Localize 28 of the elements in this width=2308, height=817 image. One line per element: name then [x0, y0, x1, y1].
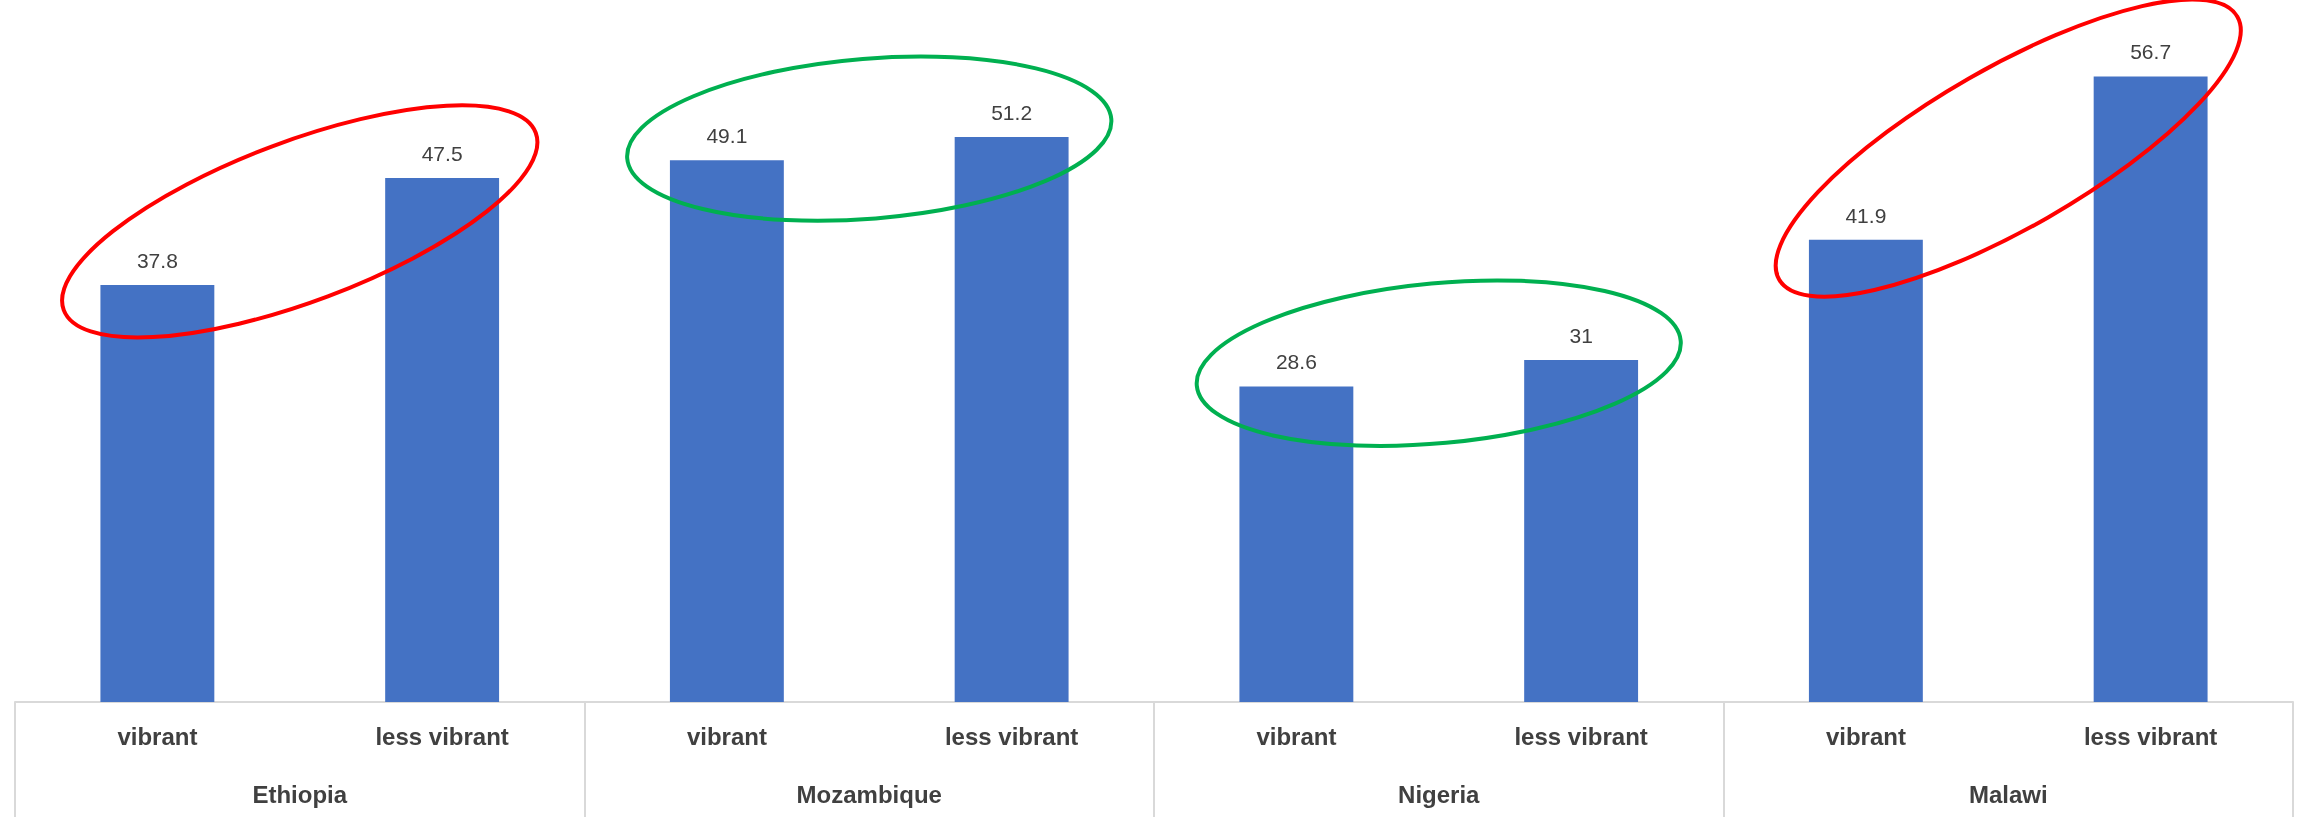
data-label: 31	[1569, 323, 1593, 347]
bar	[1239, 386, 1354, 702]
x-tick-label: vibrant	[686, 722, 767, 750]
data-label: 41.9	[1845, 203, 1887, 227]
data-label: 47.5	[421, 141, 463, 165]
x-tick-label: less vibrant	[1514, 722, 1648, 750]
x-tick-label: less vibrant	[375, 722, 509, 750]
bar	[1524, 359, 1639, 702]
x-tick-label: vibrant	[1825, 722, 1906, 750]
bar	[1808, 239, 1923, 702]
data-label: 51.2	[991, 101, 1033, 125]
bar	[954, 137, 1069, 702]
text: Malawi	[1968, 780, 2048, 808]
text: Mozambique	[796, 780, 942, 808]
data-label: 56.7	[2130, 40, 2172, 64]
bar	[385, 177, 500, 702]
data-label: 28.6	[1275, 350, 1317, 374]
x-tick-label: less vibrant	[2083, 722, 2218, 750]
bar	[2093, 76, 2208, 702]
x-tick-label: vibrant	[117, 722, 198, 750]
text: Nigeria	[1398, 780, 1481, 808]
data-label: 49.1	[706, 124, 748, 148]
bar	[669, 160, 784, 702]
data-label: 37.8	[136, 248, 178, 272]
x-tick-label: less vibrant	[944, 722, 1079, 750]
text: Ethiopia	[252, 780, 348, 808]
x-tick-label: vibrant	[1256, 722, 1337, 750]
bar	[100, 284, 215, 702]
